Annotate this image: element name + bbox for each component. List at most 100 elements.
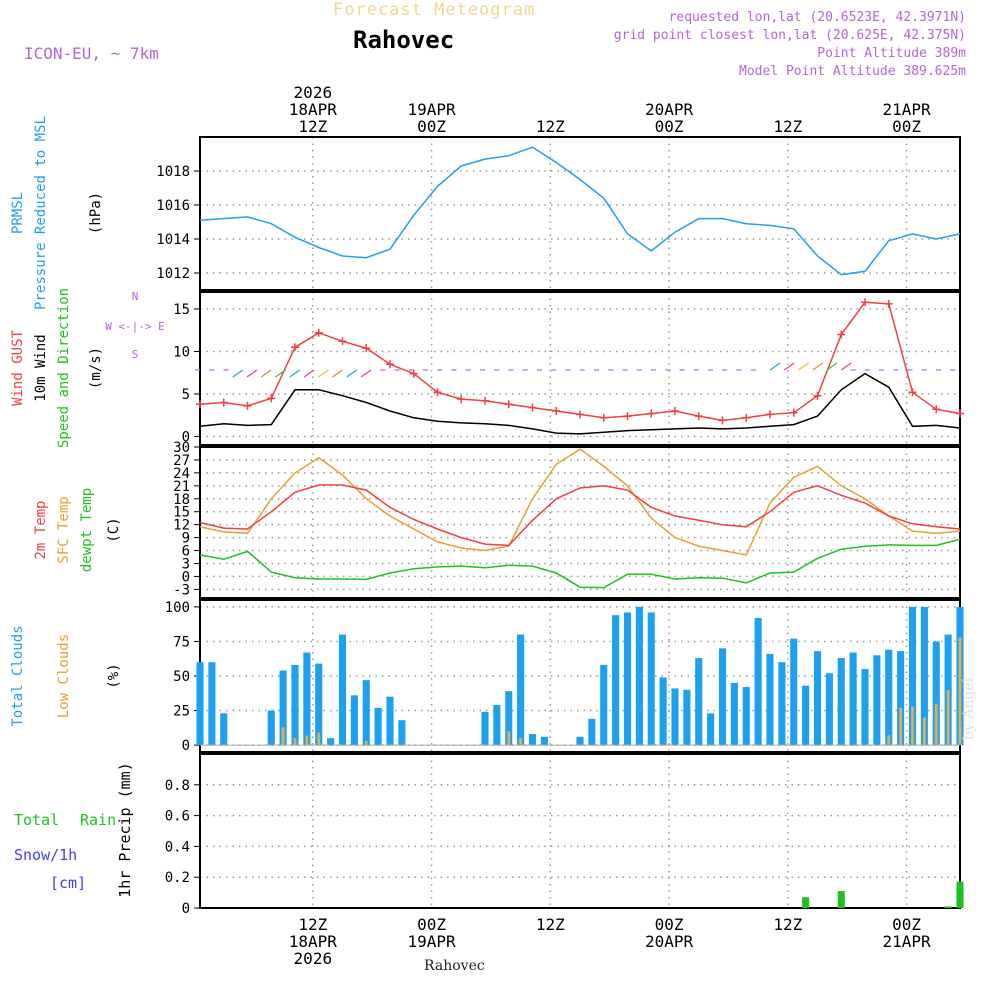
rain-bar — [837, 891, 845, 908]
low-clouds-label: Low Clouds — [56, 634, 72, 718]
wind-direction-arrow — [360, 369, 372, 378]
low-cloud-bar — [899, 707, 903, 746]
total-cloud-bar — [908, 606, 917, 746]
precip-label: 1hr Precip (mm) — [116, 762, 134, 897]
total-cloud-bar — [267, 710, 275, 746]
wind-direction-arrow — [769, 362, 781, 371]
gust-marker — [576, 410, 584, 419]
gust-marker — [813, 391, 822, 400]
y-tick-label: -3 — [173, 582, 190, 598]
gust-marker — [552, 407, 561, 415]
y-tick-label: 0 — [182, 430, 190, 446]
total-cloud-bar — [683, 689, 691, 746]
total-cloud-bar — [659, 677, 667, 746]
wind-direction-arrow — [260, 369, 272, 378]
top-time-label: 12Z — [536, 117, 565, 136]
panel-wind: 0 5 10 15 — [173, 291, 961, 446]
point-altitude: Point Altitude 389m — [817, 46, 966, 61]
pressure-label: Pressure Reduced to MSL — [33, 116, 49, 310]
total-cloud-bar — [612, 615, 620, 746]
panel-frame — [199, 753, 961, 909]
panel-frame — [199, 136, 961, 291]
gust-marker — [267, 394, 276, 403]
temp-2m-label: 2m Temp — [33, 500, 49, 559]
total-cloud-bar — [362, 680, 370, 746]
y-tick-label: 21 — [173, 479, 190, 495]
y-tick-label: 1018 — [156, 164, 190, 180]
panel-pressure: 1012 1014 1016 1018 — [156, 136, 961, 291]
wind-gust-label: Wind GUST — [10, 330, 26, 406]
y-tick-label: 75 — [173, 634, 190, 650]
gust-marker — [861, 298, 869, 307]
bottom-time-label: 2026 — [294, 949, 333, 968]
top-time-label: 18APR — [289, 100, 338, 119]
wind-direction-arrow — [840, 362, 852, 371]
pressure-unit: (hPa) — [88, 192, 104, 234]
total-cloud-bar — [374, 707, 382, 746]
total-cloud-bar — [208, 662, 216, 746]
top-time-label: 20APR — [645, 100, 694, 119]
y-tick-label: 18 — [173, 492, 190, 508]
compass-s: S — [132, 348, 139, 361]
model-altitude: Model Point Altitude 389.625m — [739, 64, 966, 79]
gust-marker — [362, 344, 371, 353]
gust-marker — [504, 400, 513, 409]
total-cloud-bar — [897, 651, 905, 746]
top-time-label: 12Z — [298, 117, 327, 136]
wind-speed-line — [199, 372, 961, 435]
total-cloud-bar — [885, 649, 893, 746]
total-cloud-bar — [754, 617, 762, 746]
bottom-time-label: 00Z — [892, 915, 921, 934]
y-tick-label: 0 — [182, 738, 190, 754]
y-tick-label: 27 — [173, 453, 190, 469]
total-cloud-bar — [398, 720, 406, 746]
total-cloud-bar — [695, 658, 703, 746]
gust-marker — [766, 410, 774, 419]
y-tick-label: 50 — [173, 669, 190, 685]
compass-n: N — [132, 290, 139, 303]
y-tick-label: 25 — [173, 704, 190, 720]
wind-direction-arrow — [332, 369, 343, 378]
sfc-temp-label: SFC Temp — [56, 496, 72, 563]
total-cloud-bar — [350, 695, 358, 746]
dewpt-label: dewpt Temp — [79, 488, 95, 572]
y-tick-label: 15 — [173, 302, 190, 318]
gust-marker — [647, 409, 656, 418]
gust-marker — [884, 299, 893, 308]
y-tick-label: 0 — [182, 569, 190, 585]
total-cloud-bar — [920, 606, 928, 746]
wind-direction-arrow — [783, 362, 795, 371]
footer-location: Rahovec — [424, 958, 485, 974]
y-tick-label: 6 — [182, 544, 190, 560]
y-tick-label: 1016 — [156, 198, 190, 214]
top-time-label: 00Z — [655, 117, 684, 136]
gust-marker — [718, 416, 727, 425]
gust-marker — [908, 388, 917, 397]
total-cloud-bar — [932, 641, 940, 746]
total-cloud-bar — [766, 653, 774, 746]
gust-marker — [623, 412, 632, 421]
legend-total: Total — [14, 811, 59, 829]
low-cloud-bar — [281, 727, 285, 746]
bottom-time-label: 12Z — [536, 915, 565, 934]
temp-2m-line — [199, 484, 961, 547]
wind-direction-label: Speed and Direction — [56, 288, 72, 448]
total-cloud-bar — [813, 651, 822, 746]
total-cloud-bar — [517, 634, 525, 746]
y-tick-label: 12 — [173, 518, 190, 534]
low-cloud-bar — [507, 731, 511, 746]
low-cloud-bar — [364, 740, 368, 746]
gust-marker — [457, 395, 466, 404]
model-label: ICON-EU, ~ 7km — [24, 44, 159, 63]
gust-marker — [481, 396, 489, 405]
total-cloud-bar — [220, 713, 228, 746]
total-cloud-bar — [778, 662, 786, 746]
gust-marker — [742, 413, 751, 422]
temp-unit: (C) — [106, 517, 122, 542]
low-cloud-bar — [293, 738, 297, 746]
wind-direction-arrow — [232, 369, 244, 378]
legend-snow: Snow/1h — [14, 846, 77, 864]
top-time-label: 2026 — [294, 83, 333, 102]
total-cloud-bar — [849, 652, 857, 746]
